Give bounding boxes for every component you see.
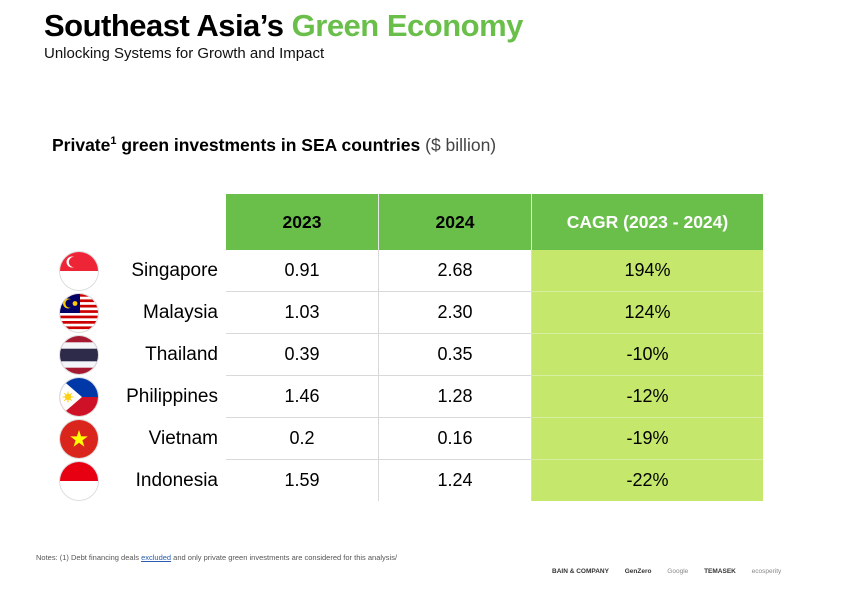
cell-2023: 1.46 — [226, 375, 379, 418]
cell-2023: 0.2 — [226, 417, 379, 460]
cell-2024: 0.16 — [378, 417, 532, 460]
cell-2024: 1.24 — [378, 459, 532, 501]
column-header-cagr: CAGR (2023 - 2024) — [531, 194, 763, 250]
country-name: Philippines — [126, 386, 218, 407]
country-name: Thailand — [145, 344, 218, 365]
footnote: Notes: (1) Debt financing deals excluded… — [36, 553, 398, 562]
logo-ecosperity: ecosperity — [751, 568, 782, 575]
page-subtitle: Unlocking Systems for Growth and Impact — [44, 45, 325, 62]
row-label-philippines: Philippines — [60, 376, 220, 418]
chart-title: Private1 green investments in SEA countr… — [52, 135, 497, 155]
row-label-malaysia: Malaysia — [60, 292, 220, 334]
chart-unit: ($ billion) — [425, 135, 497, 155]
logo-temasek: TEMASEK — [704, 568, 736, 575]
cell-2024: 0.35 — [378, 333, 532, 376]
title-accent: Green Economy — [291, 8, 524, 43]
table-row: 1.46 1.28 -12% — [226, 375, 763, 418]
cell-2023: 0.39 — [226, 333, 379, 376]
cell-cagr: -12% — [531, 375, 763, 418]
partner-logos: BAIN & COMPANY GenZero Google TEMASEK ec… — [552, 568, 795, 575]
row-label-thailand: Thailand — [60, 334, 220, 376]
cell-cagr: 194% — [531, 250, 763, 292]
column-header-2024: 2024 — [378, 194, 532, 250]
logo-genzero: GenZero — [624, 568, 652, 575]
thailand-flag-icon — [60, 336, 98, 374]
row-label-vietnam: Vietnam — [60, 418, 220, 460]
cell-cagr: -10% — [531, 333, 763, 376]
cell-2023: 1.03 — [226, 291, 379, 334]
cell-cagr: -22% — [531, 459, 763, 501]
country-name: Singapore — [131, 260, 218, 281]
country-name: Vietnam — [148, 428, 218, 449]
page-title: Southeast Asia’s Green Economy — [44, 8, 524, 43]
cell-cagr: 124% — [531, 291, 763, 334]
footnote-link[interactable]: excluded — [141, 553, 172, 562]
row-label-singapore: Singapore — [60, 250, 220, 292]
cell-2023: 1.59 — [226, 459, 379, 501]
cell-2024: 2.30 — [378, 291, 532, 334]
singapore-flag-icon — [60, 252, 98, 290]
vietnam-flag-icon — [60, 420, 98, 458]
cell-2023: 0.91 — [226, 250, 379, 292]
logo-bain: BAIN & COMPANY — [552, 568, 609, 575]
table-row: 0.91 2.68 194% — [226, 250, 763, 292]
column-header-2023: 2023 — [226, 194, 379, 250]
row-label-indonesia: Indonesia — [60, 460, 220, 502]
country-name: Indonesia — [135, 470, 218, 491]
table-row: 0.2 0.16 -19% — [226, 417, 763, 460]
logo-google: Google — [667, 568, 689, 575]
table-row: 1.03 2.30 124% — [226, 291, 763, 334]
cell-2024: 1.28 — [378, 375, 532, 418]
investment-table: 2023 2024 CAGR (2023 - 2024) 0.91 2.68 194… — [226, 194, 763, 501]
indonesia-flag-icon — [60, 462, 98, 500]
table-row: 0.39 0.35 -10% — [226, 333, 763, 376]
malaysia-flag-icon — [60, 294, 98, 332]
table-row: 1.59 1.24 -22% — [226, 459, 763, 501]
footnote-marker: 1 — [110, 135, 117, 148]
cell-2024: 2.68 — [378, 250, 532, 292]
cell-cagr: -19% — [531, 417, 763, 460]
table-header-row: 2023 2024 CAGR (2023 - 2024) — [226, 194, 763, 250]
country-name: Malaysia — [143, 302, 218, 323]
philippines-flag-icon — [60, 378, 98, 416]
